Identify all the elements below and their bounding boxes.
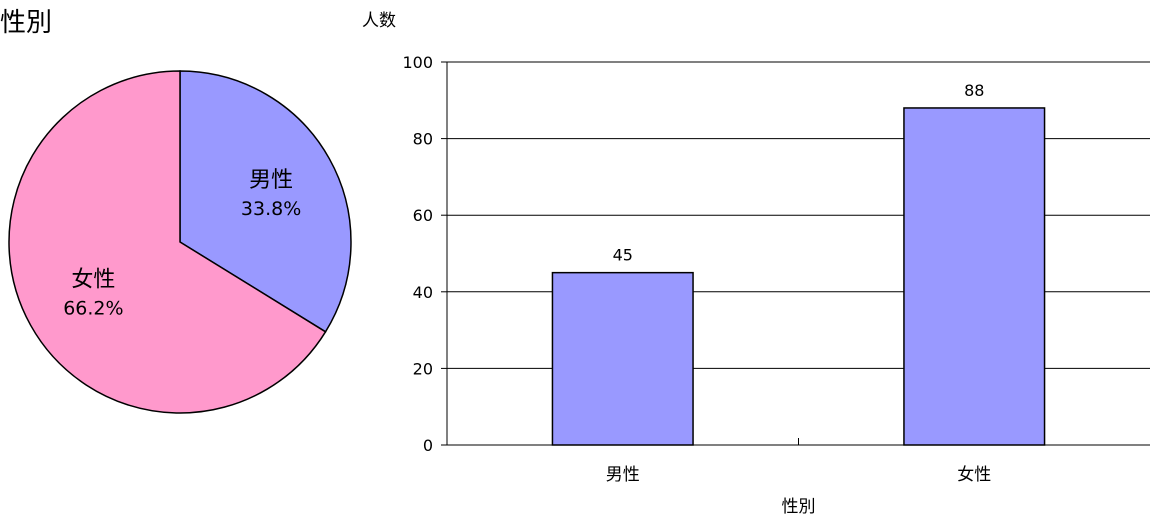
page-title: 性別 <box>0 8 53 38</box>
bar-1 <box>551 271 694 446</box>
pie-slice-percent-1: 33.8% <box>241 198 301 220</box>
y-tick-label-5: 100 <box>402 53 433 72</box>
y-tick-label-4: 80 <box>413 130 433 149</box>
pie-slice-label-2: 女性 <box>71 267 115 292</box>
x-axis-title: 性別 <box>782 497 816 517</box>
pie-slice-1 <box>179 70 352 333</box>
y-tick-label-1: 20 <box>413 359 433 378</box>
pie-chart: 男性 33.8% 女性 66.2% <box>8 70 352 414</box>
pie-slice-percent-2: 66.2% <box>63 297 123 319</box>
y-axis-title: 人数 <box>362 11 396 31</box>
x-tick-label-1: 男性 <box>606 465 640 485</box>
pie-slice-2 <box>8 70 327 414</box>
x-tick-label-2: 女性 <box>957 465 991 485</box>
bar-value-label-2: 88 <box>964 81 984 100</box>
y-tick-label-2: 40 <box>413 283 433 302</box>
y-tick-label-0: 0 <box>423 436 433 455</box>
bar-2 <box>903 107 1046 446</box>
y-tick-label-3: 60 <box>413 206 433 225</box>
pie-slice-label-1: 男性 <box>249 168 293 193</box>
bar-value-label-1: 45 <box>613 246 633 265</box>
